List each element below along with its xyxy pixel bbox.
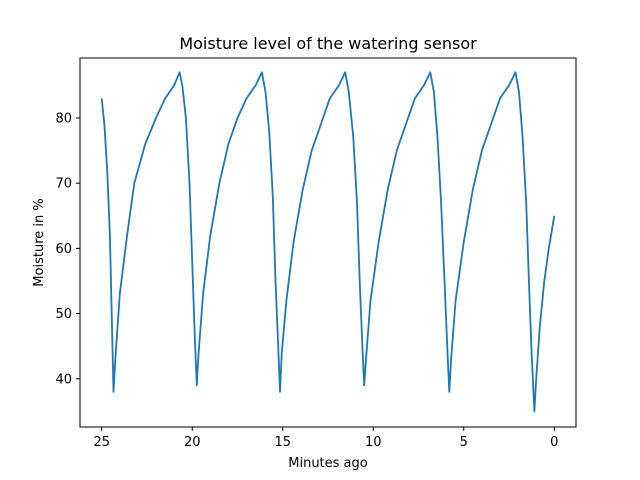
axes-frame: [79, 57, 577, 428]
moisture-series-line: [100, 71, 556, 413]
x-tick-label: 0: [550, 435, 558, 450]
x-tick-label: 15: [274, 435, 291, 450]
y-axis-ticks: 40 50 60 70 80: [55, 111, 80, 387]
y-axis-label: Moisture in %: [32, 198, 47, 286]
x-axis-label: Minutes ago: [288, 456, 368, 471]
y-tick-label: 80: [55, 111, 72, 126]
y-tick-label: 50: [55, 307, 72, 322]
x-tick-label: 10: [365, 435, 382, 450]
x-tick-label: 20: [184, 435, 201, 450]
y-tick-label: 40: [55, 372, 72, 387]
y-tick-label: 70: [55, 177, 72, 192]
x-axis-ticks: 25 20 15 10 5 0: [93, 427, 558, 450]
x-tick-label: 25: [93, 435, 110, 450]
y-tick-label: 60: [55, 242, 72, 257]
x-tick-label: 5: [460, 435, 468, 450]
chart-title: Moisture level of the watering sensor: [179, 34, 477, 53]
